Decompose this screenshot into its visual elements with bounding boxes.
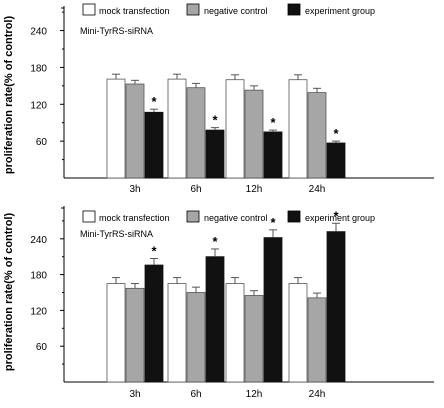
chart-top: 60 120 180 240 proliferation rate(% of contr…	[3, 3, 434, 195]
x-tick-label: 24h	[309, 184, 326, 195]
bar	[307, 92, 327, 179]
legend-swatch	[186, 210, 200, 223]
bar	[307, 297, 327, 383]
bar	[125, 287, 145, 383]
y-tick-label: 180	[30, 63, 47, 74]
x-tick-label: 3h	[129, 389, 140, 400]
bar	[205, 129, 225, 179]
legend-label: mock transfection	[99, 6, 170, 16]
bar	[225, 79, 245, 179]
bar	[326, 231, 346, 383]
bar	[244, 295, 264, 383]
legend-label: mock transfection	[99, 213, 170, 223]
y-tick-label: 240	[30, 27, 47, 38]
legend-swatch	[287, 3, 301, 16]
bar	[186, 87, 206, 179]
y-tick-label: 60	[36, 342, 48, 353]
significance-marker: *	[212, 234, 218, 249]
y-tick-label: 120	[30, 306, 47, 317]
legend-label: negative control	[204, 6, 268, 16]
legend-label: experiment group	[305, 6, 375, 16]
x-tick-label: 12h	[246, 184, 263, 195]
legend-label: negative control	[204, 213, 268, 223]
bar	[106, 78, 126, 179]
bar	[225, 283, 245, 383]
legend-swatch	[287, 210, 301, 223]
bar	[263, 131, 283, 179]
bar	[167, 283, 187, 383]
y-axis-label: proliferation rate(% of control)	[3, 16, 15, 175]
bar	[186, 292, 206, 383]
bar	[244, 89, 264, 179]
x-tick-label: 12h	[246, 389, 263, 400]
legend-swatch	[186, 3, 200, 16]
significance-marker: *	[270, 115, 276, 130]
bar	[205, 256, 225, 383]
y-tick-label: 240	[30, 235, 47, 246]
bar	[288, 283, 308, 383]
bar	[326, 142, 346, 179]
chart-subtitle: Mini-TyrRS-siRNA	[80, 229, 153, 239]
x-tick-label: 3h	[129, 184, 140, 195]
bar	[144, 111, 164, 179]
y-axis-label: proliferation rate(% of control)	[3, 213, 15, 372]
bar	[106, 283, 126, 383]
bar	[263, 237, 283, 383]
y-tick-label: 180	[30, 271, 47, 282]
x-tick-label: 6h	[190, 389, 201, 400]
bar	[144, 264, 164, 383]
legend-swatch	[82, 210, 96, 223]
legend-swatch	[82, 3, 96, 16]
significance-marker: *	[333, 126, 339, 141]
y-tick-label: 120	[30, 100, 47, 111]
significance-marker: *	[270, 215, 276, 230]
x-tick-label: 24h	[309, 389, 326, 400]
chart-subtitle: Mini-TyrRS-siRNA	[80, 26, 153, 36]
significance-marker: *	[333, 208, 339, 223]
legend-label: experiment group	[305, 213, 375, 223]
y-tick-label: 60	[36, 137, 48, 148]
x-tick-label: 6h	[190, 184, 201, 195]
bar	[125, 83, 145, 179]
bar	[288, 79, 308, 179]
significance-marker: *	[151, 94, 157, 109]
bar	[167, 78, 187, 179]
significance-marker: *	[151, 243, 157, 258]
chart-bottom: 60 120 180 240 proliferation rate(% of contr…	[3, 206, 434, 400]
significance-marker: *	[212, 113, 218, 128]
